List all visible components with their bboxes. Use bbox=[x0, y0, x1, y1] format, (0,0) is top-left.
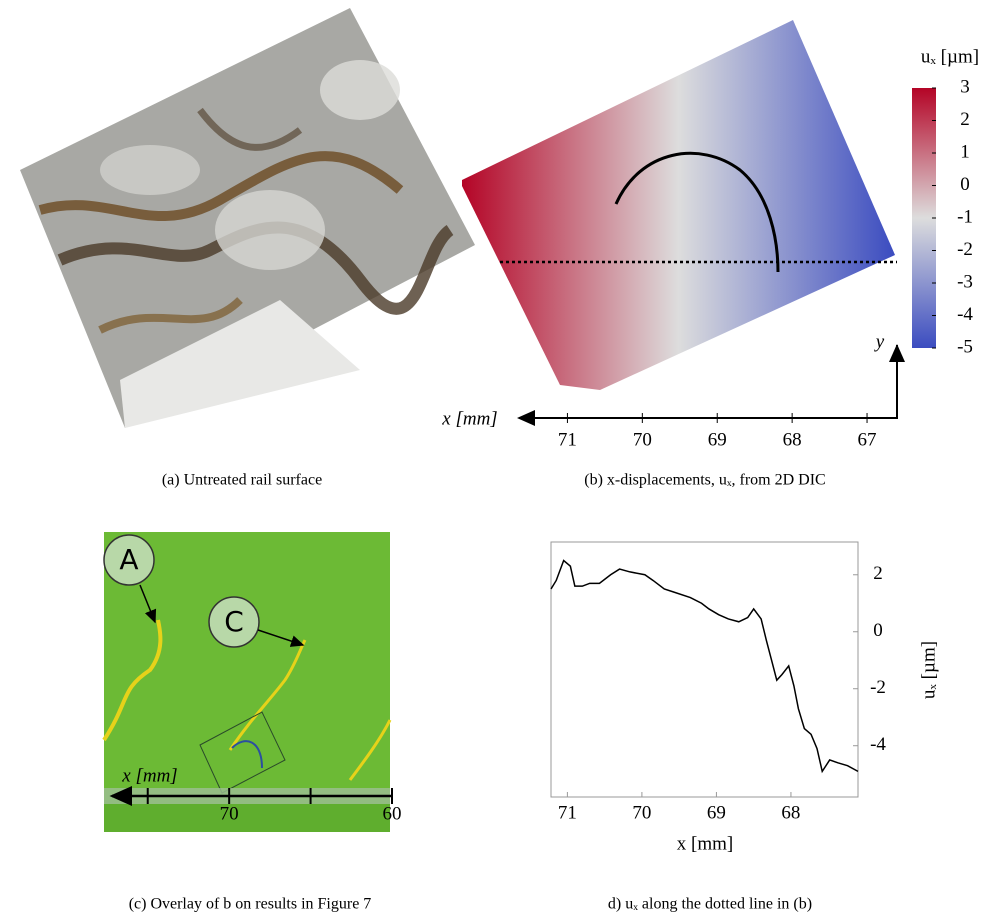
displacement-map bbox=[462, 20, 895, 390]
x-tick-label: 71 bbox=[558, 429, 577, 450]
colorbar-label: uₓ [µm] bbox=[921, 46, 979, 67]
x-tick-label: 68 bbox=[781, 802, 800, 823]
y-tick-label: 2 bbox=[873, 563, 883, 584]
x-tick-label: 69 bbox=[707, 802, 726, 823]
x-axis-label: x [mm] bbox=[441, 408, 497, 429]
x-tick-label: 60 bbox=[383, 803, 402, 824]
colorbar-tick-label: -3 bbox=[957, 271, 973, 292]
x-tick-label: 70 bbox=[633, 429, 652, 450]
label-marker bbox=[103, 534, 155, 586]
label-marker bbox=[208, 596, 260, 648]
colorbar-tick-label: -5 bbox=[957, 336, 973, 357]
y-axis-label: uₓ [µm] bbox=[918, 641, 939, 699]
y-tick-label: -2 bbox=[870, 677, 886, 698]
colorbar-tick-label: 1 bbox=[960, 141, 970, 162]
plot-frame bbox=[550, 541, 859, 798]
x-tick-label: 67 bbox=[858, 429, 877, 450]
y-tick-label: -4 bbox=[870, 734, 886, 755]
colorbar-tick-label: -2 bbox=[957, 239, 973, 260]
surface-photo bbox=[20, 8, 475, 428]
x-axis-label: x [mm] bbox=[677, 833, 733, 854]
colorbar-tick-label: 0 bbox=[960, 174, 970, 195]
overlay-image bbox=[102, 532, 392, 832]
y-axis-label: y bbox=[874, 331, 885, 352]
arrow bbox=[257, 629, 305, 647]
caption: (b) x-displacements, uₓ, from 2D DIC bbox=[584, 472, 825, 489]
colorbar-tick-label: 2 bbox=[960, 109, 970, 130]
colorbar-tick-label: -1 bbox=[957, 206, 973, 227]
x-tick-label: 71 bbox=[558, 802, 577, 823]
x-tick-label: 69 bbox=[708, 429, 727, 450]
colorbar-tick-label: 3 bbox=[960, 76, 970, 97]
label: A bbox=[119, 543, 138, 576]
colorbar-tick-label: -4 bbox=[957, 304, 973, 325]
x-axis-label: x [mm] bbox=[121, 765, 177, 786]
x-tick-label: 68 bbox=[783, 429, 802, 450]
label: C bbox=[224, 605, 244, 638]
caption: (c) Overlay of b on results in Figure 7 bbox=[129, 896, 372, 913]
arrow bbox=[139, 584, 157, 624]
caption: d) uₓ along the dotted line in (b) bbox=[608, 896, 812, 913]
x-tick-label: 70 bbox=[632, 802, 651, 823]
y-tick-label: 0 bbox=[873, 620, 883, 641]
data-line bbox=[550, 559, 859, 774]
x-tick-label: 70 bbox=[220, 803, 239, 824]
crack-trace bbox=[614, 151, 780, 273]
caption: (a) Untreated rail surface bbox=[162, 472, 322, 489]
